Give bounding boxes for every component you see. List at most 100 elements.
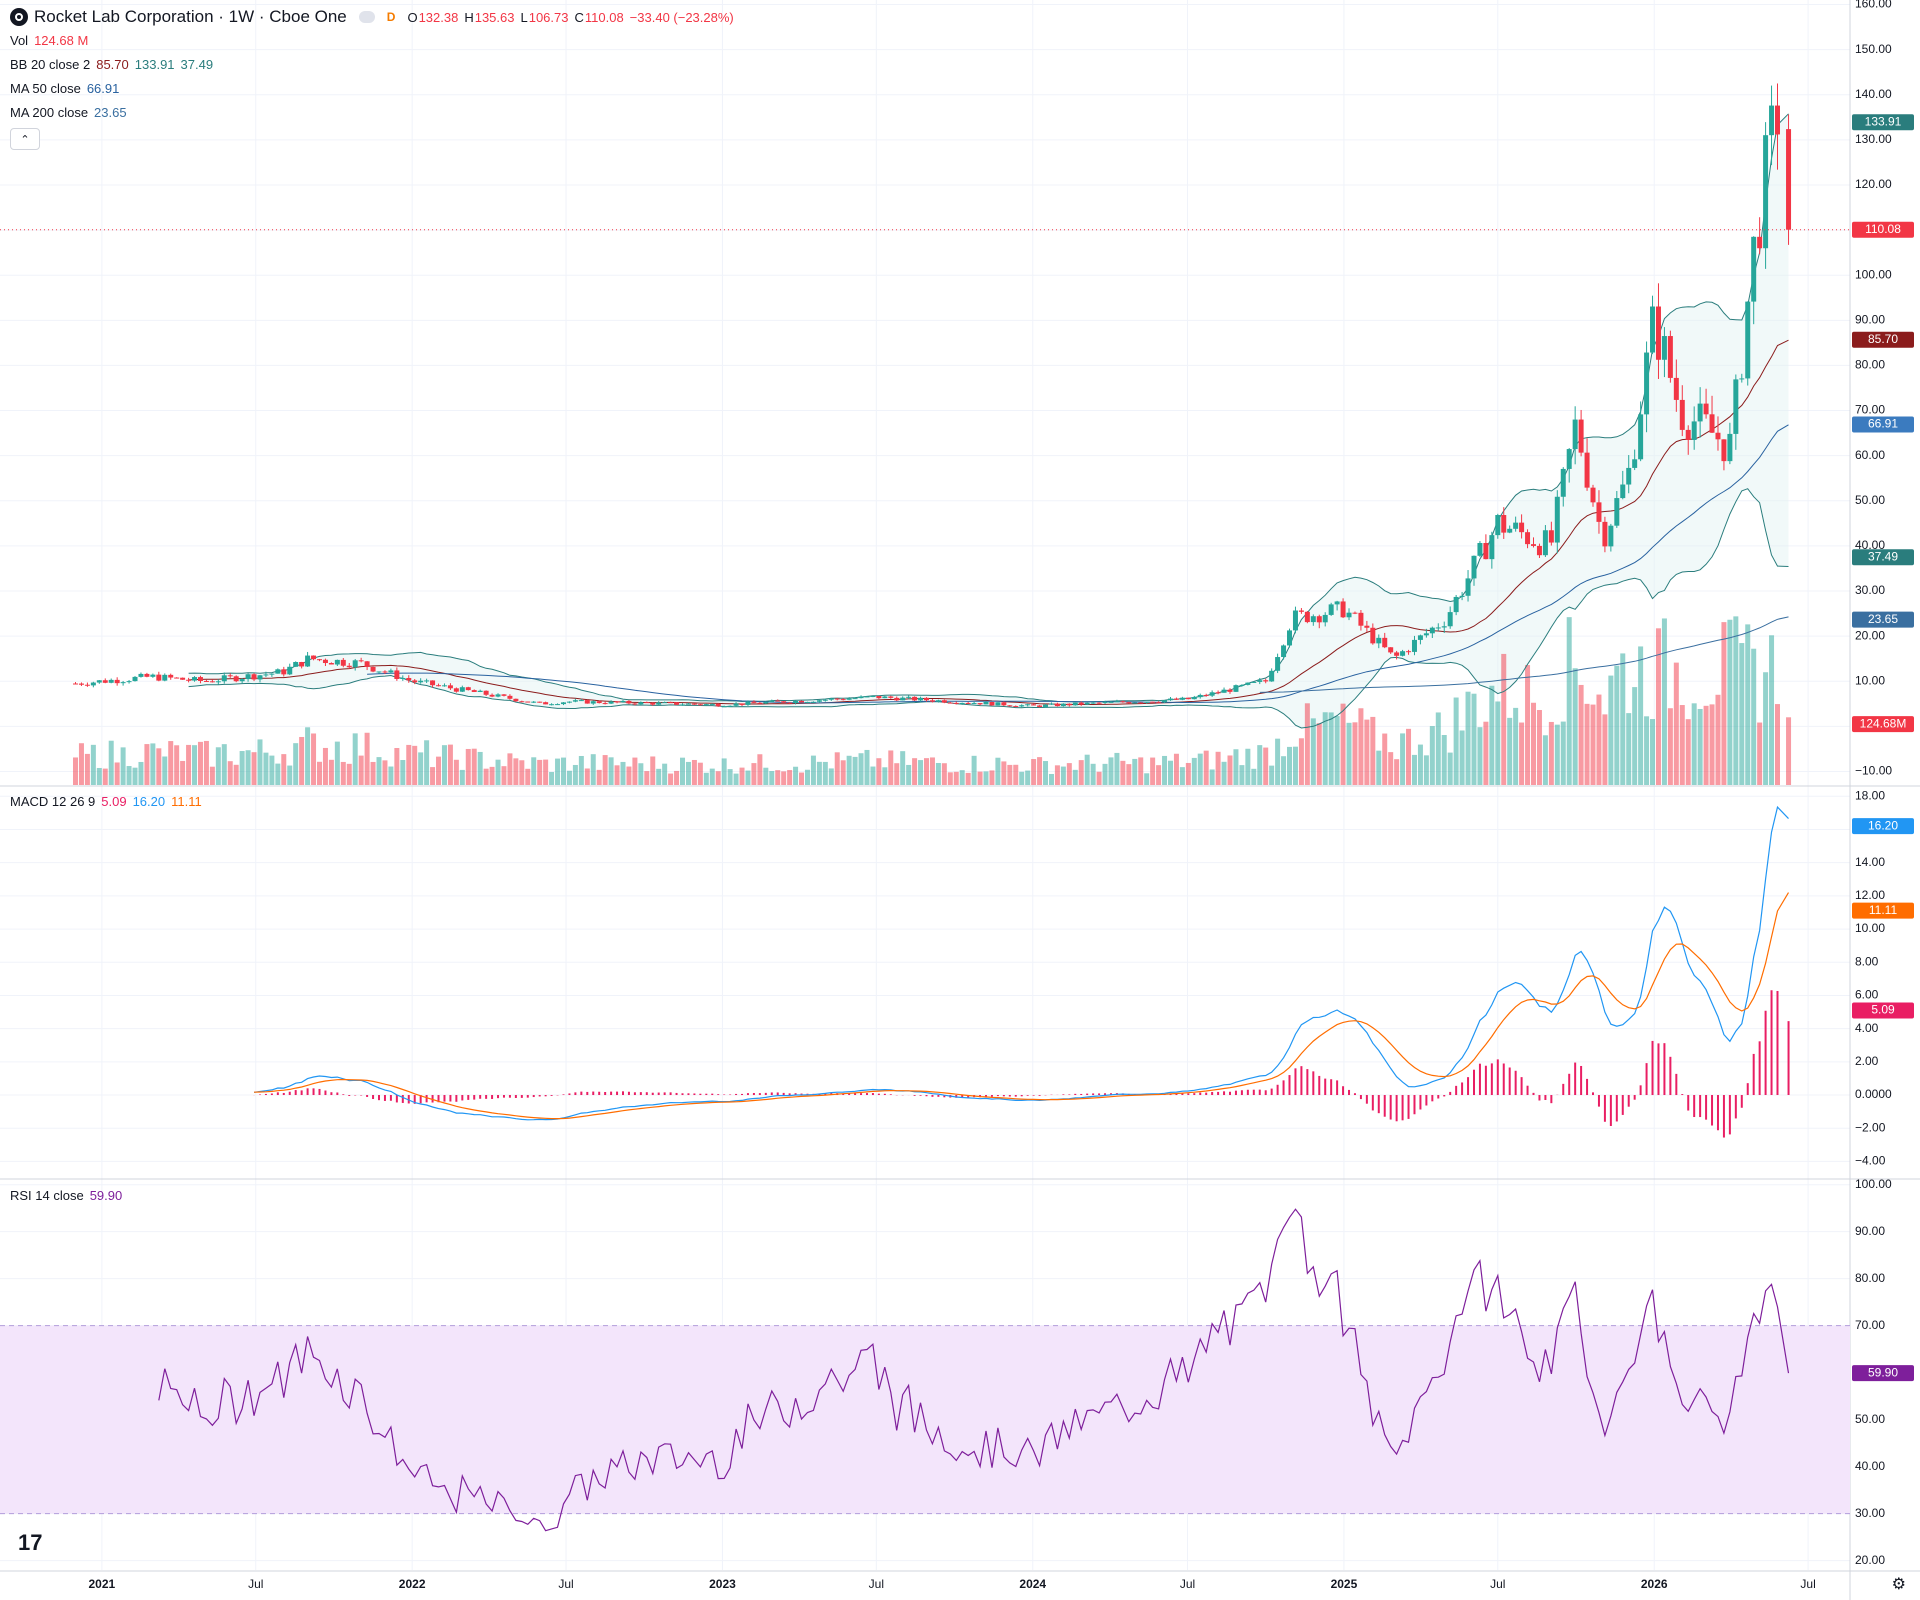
collapse-legend-button[interactable]: ⌃ bbox=[10, 128, 40, 150]
volume-bar bbox=[1519, 722, 1525, 785]
macd-axis-label: 14.00 bbox=[1855, 855, 1885, 869]
macd-axis-label: 12.00 bbox=[1855, 888, 1885, 902]
volume-bar bbox=[1774, 704, 1780, 785]
candle-body bbox=[1608, 525, 1614, 547]
volume-bar bbox=[1525, 665, 1531, 785]
volume-bar bbox=[287, 765, 293, 785]
symbol-legend: Rocket Lab Corporation · 1W · Cboe One D… bbox=[10, 7, 734, 27]
candle-body bbox=[1566, 449, 1572, 469]
volume-bar bbox=[1602, 714, 1608, 785]
rsi-band bbox=[0, 1325, 1850, 1514]
candle-body bbox=[816, 700, 822, 702]
ohlc-low: 106.73 bbox=[528, 9, 569, 25]
volume-bar bbox=[352, 733, 358, 785]
candle-body bbox=[1655, 306, 1661, 360]
volume-bar bbox=[430, 767, 436, 785]
macd-hist-value: 5.09 bbox=[101, 794, 127, 809]
volume-bar bbox=[1655, 628, 1661, 785]
bb-legend[interactable]: BB 20 close 2 85.70 133.91 37.49 bbox=[10, 57, 213, 72]
volume-bar bbox=[1786, 717, 1792, 785]
volume-bar bbox=[560, 757, 566, 785]
candle-body bbox=[1167, 698, 1173, 701]
ohlc-open-label: O bbox=[407, 9, 418, 25]
candle-body bbox=[1120, 701, 1126, 703]
volume-bar bbox=[757, 754, 763, 785]
volume-bar bbox=[1292, 746, 1298, 785]
volume-bar bbox=[1173, 753, 1179, 785]
volume-legend[interactable]: Vol 124.68 M bbox=[10, 33, 88, 48]
volume-bar bbox=[1233, 749, 1239, 785]
tradingview-logo[interactable]: 17 bbox=[18, 1530, 43, 1555]
candle-body bbox=[400, 677, 406, 679]
bb-upper-tag: 133.91 bbox=[1865, 114, 1902, 128]
candle-body bbox=[1126, 702, 1132, 704]
volume-bar bbox=[1459, 730, 1465, 785]
candle-body bbox=[1031, 704, 1037, 706]
volume-bar bbox=[1191, 757, 1197, 785]
volume-bar bbox=[1394, 759, 1400, 785]
candle-body bbox=[334, 659, 340, 665]
candle-body bbox=[257, 675, 263, 680]
volume-bar bbox=[685, 761, 691, 785]
candle-body bbox=[697, 704, 703, 706]
rsi-legend[interactable]: RSI 14 close 59.90 bbox=[10, 1188, 122, 1203]
candle-body bbox=[1495, 515, 1501, 536]
ma200-value: 23.65 bbox=[94, 105, 127, 120]
volume-bar bbox=[1590, 704, 1596, 785]
candle-body bbox=[929, 700, 935, 702]
candle-body bbox=[1370, 627, 1376, 644]
candle-body bbox=[1346, 612, 1352, 618]
rsi-line bbox=[158, 1208, 1790, 1532]
candle-body bbox=[1102, 701, 1108, 703]
candle-body bbox=[1239, 684, 1245, 686]
volume-bar bbox=[447, 744, 453, 785]
volume-bar bbox=[763, 767, 769, 785]
price-axis-label: −10.00 bbox=[1855, 764, 1892, 778]
ohlc-open: 132.38 bbox=[418, 9, 459, 25]
symbol-title[interactable]: Rocket Lab Corporation · 1W · Cboe One bbox=[34, 7, 347, 26]
rsi-axis-label: 70.00 bbox=[1855, 1318, 1885, 1332]
volume-bar bbox=[923, 758, 929, 785]
bb-upper-tag-bg bbox=[1852, 114, 1914, 131]
delayed-badge[interactable]: D bbox=[386, 10, 396, 24]
candle-body bbox=[810, 701, 816, 703]
time-axis-label: Jul bbox=[1490, 1577, 1505, 1591]
volume-bar bbox=[73, 757, 79, 785]
candle-body bbox=[156, 674, 162, 681]
volume-bar bbox=[305, 727, 311, 785]
candle-body bbox=[1477, 543, 1483, 556]
ma50-legend[interactable]: MA 50 close 66.91 bbox=[10, 81, 119, 96]
volume-bar bbox=[947, 772, 953, 785]
candle-body bbox=[1251, 681, 1257, 683]
volume-bar bbox=[1638, 646, 1644, 785]
volume-bar bbox=[406, 744, 412, 785]
visibility-toggle-icon[interactable] bbox=[358, 11, 375, 23]
volume-bar bbox=[209, 766, 215, 785]
candle-body bbox=[983, 701, 989, 705]
bb-basis-line bbox=[188, 339, 1789, 705]
candle-body bbox=[1614, 498, 1620, 526]
candle-body bbox=[138, 673, 144, 677]
volume-bar bbox=[108, 740, 114, 785]
candle-body bbox=[1406, 651, 1412, 653]
ma200-legend[interactable]: MA 200 close 23.65 bbox=[10, 105, 127, 120]
volume-bar bbox=[1126, 764, 1132, 785]
volume-bar bbox=[650, 756, 656, 785]
candle-body bbox=[787, 702, 793, 704]
volume-bar bbox=[138, 761, 144, 785]
volume-bar bbox=[1322, 712, 1328, 785]
volume-bar bbox=[1334, 716, 1340, 785]
volume-bar bbox=[793, 766, 799, 785]
candle-body bbox=[1376, 637, 1382, 644]
candle-body bbox=[525, 701, 531, 703]
settings-gear-icon[interactable]: ⚙ bbox=[1891, 1576, 1906, 1593]
candle-body bbox=[1358, 612, 1364, 626]
candle-body bbox=[465, 687, 471, 691]
volume-bar bbox=[822, 761, 828, 785]
volume-label: Vol bbox=[10, 33, 29, 48]
hist-tag-bg bbox=[1852, 1002, 1914, 1019]
volume-bar bbox=[816, 761, 822, 785]
candle-body bbox=[1364, 625, 1370, 628]
macd-legend[interactable]: MACD 12 26 9 5.09 16.20 11.11 bbox=[10, 794, 202, 809]
